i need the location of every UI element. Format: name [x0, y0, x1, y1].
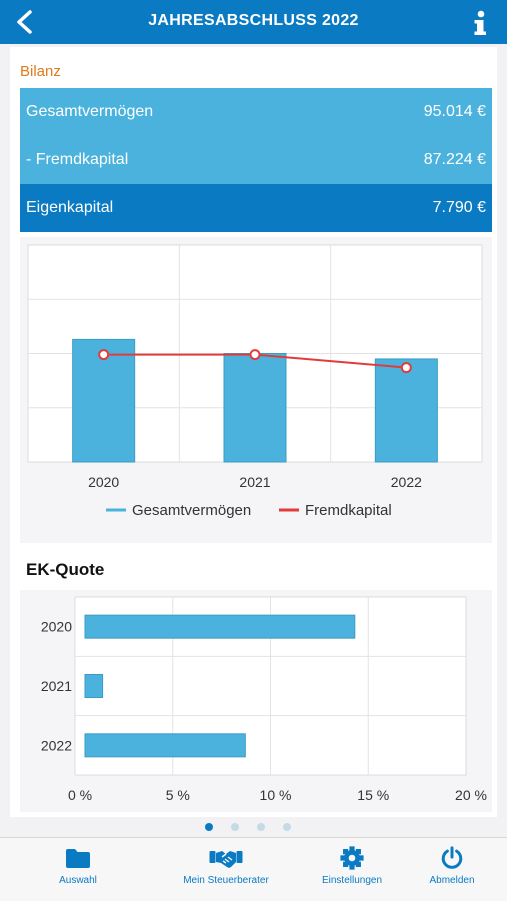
- tab-auswahl[interactable]: Auswahl: [23, 846, 133, 886]
- legend-label-fremdkapital: Fremdkapital: [305, 502, 392, 519]
- x-tick-label: 0 %: [68, 787, 92, 803]
- page-dot[interactable]: [283, 823, 291, 831]
- gear-icon: [340, 846, 364, 870]
- line-point: [249, 349, 261, 361]
- tab-label: Einstellungen: [321, 875, 383, 886]
- bilanz-row-fremdkapital: - Fremdkapital 87.224 €: [20, 136, 492, 184]
- row-label: Gesamtvermögen: [26, 103, 154, 120]
- bar: [223, 353, 287, 463]
- bar: [84, 674, 104, 698]
- power-icon: [441, 846, 463, 869]
- y-tick-label: 2021: [41, 678, 72, 694]
- x-tick-label: 2022: [391, 474, 422, 490]
- tab-bar: Auswahl Mein Steuerberater Einstellungen…: [0, 837, 507, 901]
- y-tick-label: 2022: [41, 737, 72, 753]
- row-value: 87.224 €: [423, 151, 486, 168]
- bilanz-chart-svg: 2020 2021 2022 Gesamtvermögen Fremdkapital: [27, 244, 483, 519]
- tab-label: Abmelden: [429, 875, 475, 886]
- page-dot[interactable]: [257, 823, 265, 831]
- x-tick-label: 2020: [88, 474, 119, 490]
- content-card: Bilanz Gesamtvermögen 95.014 € - Fremdka…: [10, 47, 497, 817]
- gear-hole: [348, 854, 356, 862]
- line-point: [98, 349, 110, 361]
- row-label: - Fremdkapital: [26, 151, 129, 168]
- section-title-bilanz: Bilanz: [20, 63, 61, 80]
- ek-quote-chart: 2020 2021 2022 0 % 5 % 10 % 15 % 20 %: [20, 590, 492, 812]
- ek-quote-chart-svg: 2020 2021 2022 0 % 5 % 10 % 15 % 20 %: [41, 596, 487, 803]
- handshake-icon: [209, 851, 243, 868]
- gear-teeth: [340, 846, 364, 870]
- tab-abmelden[interactable]: Abmelden: [397, 846, 507, 886]
- row-label: Eigenkapital: [26, 199, 114, 216]
- tab-label: Mein Steuerberater: [183, 875, 269, 886]
- page-dot[interactable]: [231, 823, 239, 831]
- x-tick-label: 20 %: [455, 787, 487, 803]
- bilanz-chart: 2020 2021 2022 Gesamtvermögen Fremdkapital: [20, 237, 492, 543]
- bilanz-row-gesamtvermoegen: Gesamtvermögen 95.014 €: [20, 88, 492, 136]
- line-point: [400, 362, 412, 374]
- tab-label: Auswahl: [59, 875, 97, 886]
- page-dot[interactable]: [205, 823, 213, 831]
- bilanz-row-eigenkapital: Eigenkapital 7.790 €: [20, 184, 492, 232]
- row-value: 95.014 €: [423, 103, 486, 120]
- page-title: JAHRESABSCHLUSS 2022: [148, 12, 359, 29]
- x-tick-label: 2021: [239, 474, 270, 490]
- tab-einstellungen[interactable]: Einstellungen: [297, 846, 407, 886]
- row-value: 7.790 €: [432, 199, 486, 216]
- ek-quote-title: EK-Quote: [26, 560, 105, 579]
- bar: [374, 358, 438, 463]
- info-icon[interactable]: [473, 10, 487, 36]
- header-bar: JAHRESABSCHLUSS 2022: [0, 0, 507, 44]
- x-tick-label: 15 %: [357, 787, 389, 803]
- x-tick-label: 5 %: [166, 787, 190, 803]
- tab-mein-steuerberater[interactable]: Mein Steuerberater: [171, 846, 281, 886]
- legend-label-gesamtvermoegen: Gesamtvermögen: [132, 502, 251, 519]
- bar: [84, 614, 356, 639]
- folder-icon: [66, 849, 90, 868]
- x-tick-label: 10 %: [260, 787, 292, 803]
- bar: [84, 733, 246, 758]
- back-chevron-icon[interactable]: [14, 9, 36, 35]
- y-tick-label: 2020: [41, 619, 72, 635]
